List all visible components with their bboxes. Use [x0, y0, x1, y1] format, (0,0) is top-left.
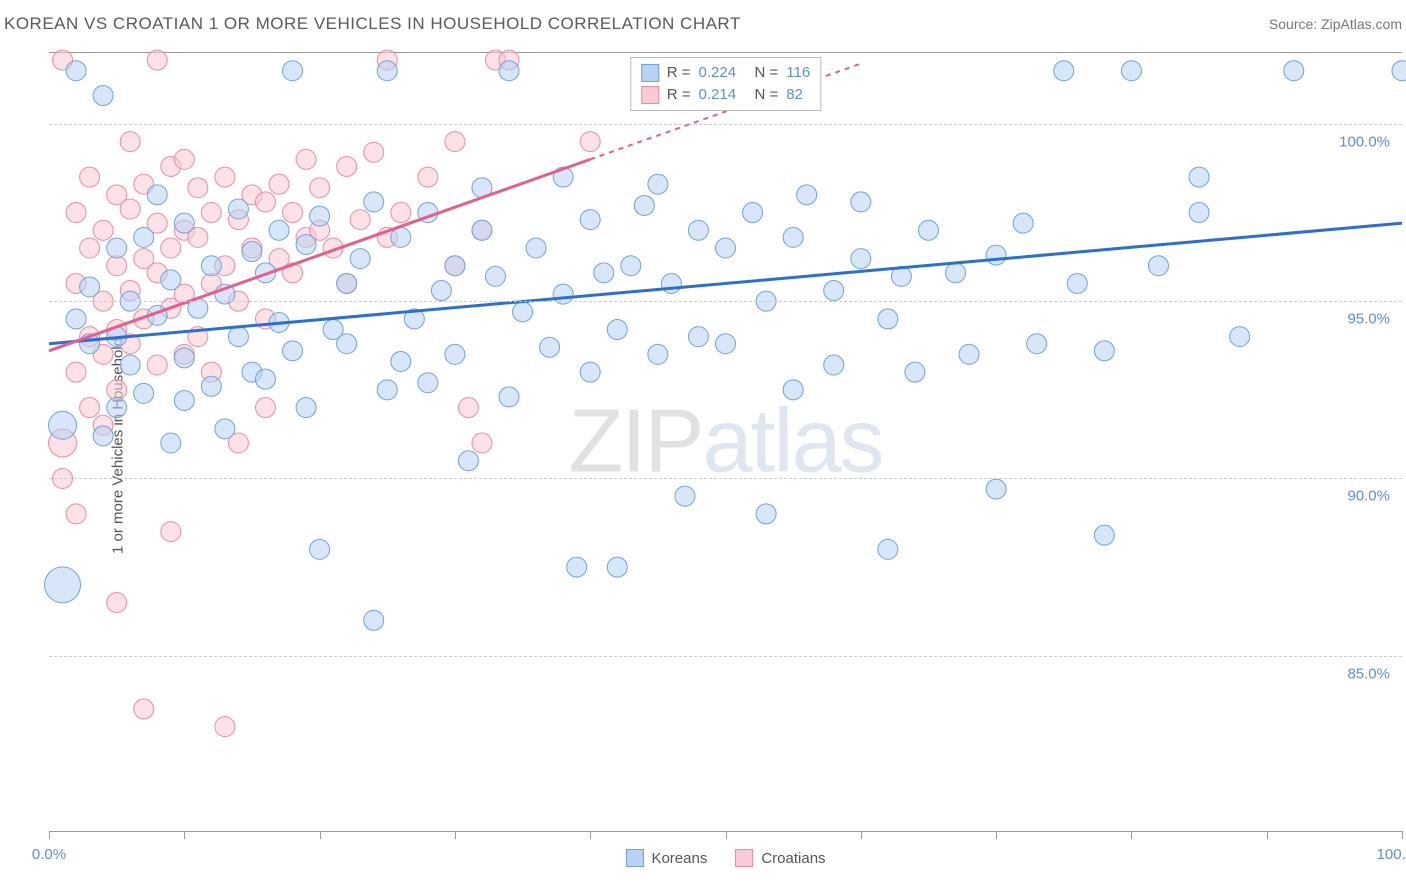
legend-item-pink: Croatians [735, 849, 825, 867]
swatch-pink [735, 849, 753, 867]
plot-area: ZIPatlas R =0.224N = 116R =0.214N = 82 K… [49, 52, 1402, 832]
chart-svg [49, 53, 1402, 831]
legend-row-blue: R =0.224N = 116 [641, 62, 810, 84]
swatch-pink [641, 86, 659, 104]
legend-item-blue: Koreans [625, 849, 707, 867]
chart-title: KOREAN VS CROATIAN 1 OR MORE VEHICLES IN… [4, 14, 741, 34]
legend-label-blue: Koreans [651, 850, 707, 867]
legend-row-pink: R =0.214N = 82 [641, 84, 810, 106]
swatch-blue [641, 64, 659, 82]
y-tick-label: 85.0% [1347, 665, 1390, 682]
swatch-blue [625, 849, 643, 867]
y-tick-label: 100.0% [1339, 133, 1390, 150]
correlation-legend: R =0.224N = 116R =0.214N = 82 [630, 57, 821, 111]
y-tick-label: 95.0% [1347, 311, 1390, 328]
x-tick-label: 100.0% [1377, 846, 1406, 863]
bottom-legend: Koreans Croatians [625, 849, 825, 867]
legend-label-pink: Croatians [761, 850, 825, 867]
y-tick-label: 90.0% [1347, 488, 1390, 505]
source-label: Source: ZipAtlas.com [1269, 16, 1402, 32]
x-tick-label: 0.0% [32, 846, 66, 863]
